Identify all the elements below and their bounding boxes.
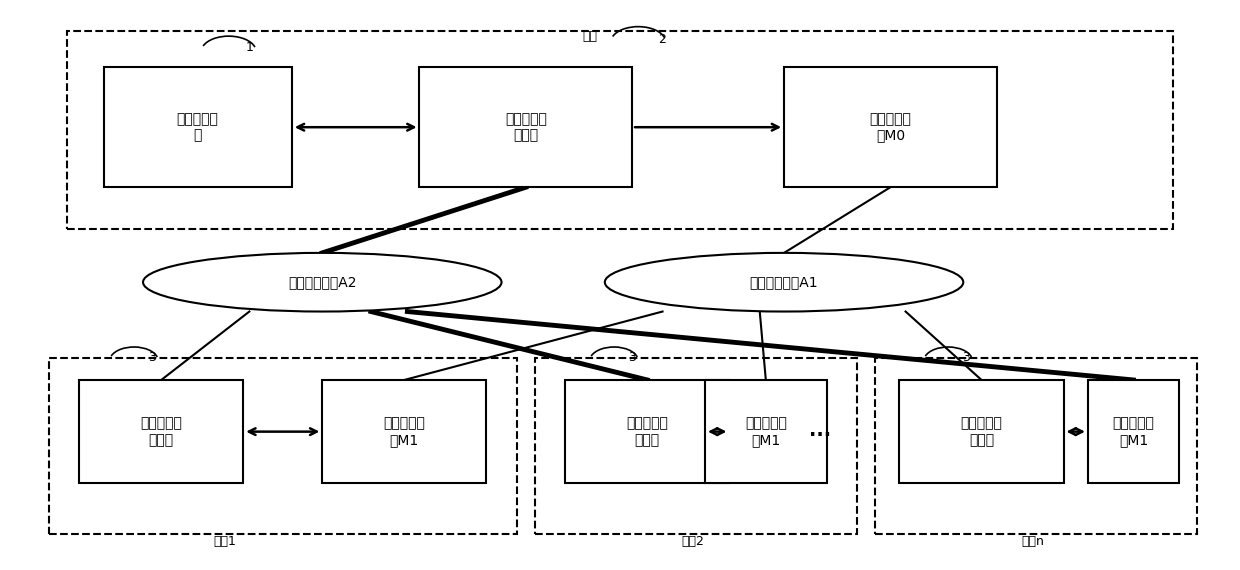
Text: 3: 3 xyxy=(149,351,156,364)
Text: 3: 3 xyxy=(962,351,970,364)
Text: 主站稳控装
置M0: 主站稳控装 置M0 xyxy=(869,112,911,142)
Text: 2: 2 xyxy=(658,32,666,46)
Bar xyxy=(784,67,997,188)
Text: 子站协议中
转装置: 子站协议中 转装置 xyxy=(626,417,668,447)
Bar xyxy=(875,357,1197,534)
Bar xyxy=(899,380,1064,483)
Text: 1: 1 xyxy=(246,41,253,54)
Bar xyxy=(565,380,729,483)
Bar xyxy=(79,380,243,483)
Text: 数据通信网络A2: 数据通信网络A2 xyxy=(288,275,357,289)
Bar xyxy=(322,380,486,483)
Bar xyxy=(103,67,291,188)
Text: 子站稳控装
置M1: 子站稳控装 置M1 xyxy=(745,417,786,447)
Text: 子站协议中
转装置: 子站协议中 转装置 xyxy=(961,417,1002,447)
Bar xyxy=(534,357,857,534)
Text: 子站稳控装
置M1: 子站稳控装 置M1 xyxy=(1112,417,1154,447)
Bar xyxy=(419,67,632,188)
Bar xyxy=(67,31,1173,229)
Text: ···: ··· xyxy=(810,426,832,445)
Text: 子站2: 子站2 xyxy=(682,535,704,548)
Text: 主站: 主站 xyxy=(582,30,598,43)
Ellipse shape xyxy=(605,253,963,312)
Text: 子站n: 子站n xyxy=(1022,535,1044,548)
Text: 3: 3 xyxy=(629,351,636,364)
Text: 主站协议中
转装置: 主站协议中 转装置 xyxy=(505,112,547,142)
Text: 子站协议中
转装置: 子站协议中 转装置 xyxy=(140,417,182,447)
Bar xyxy=(1087,380,1179,483)
Bar xyxy=(706,380,827,483)
Bar xyxy=(48,357,517,534)
Text: 测试管理主
机: 测试管理主 机 xyxy=(177,112,218,142)
Text: 子站1: 子站1 xyxy=(213,535,237,548)
Text: 子站稳控装
置M1: 子站稳控装 置M1 xyxy=(383,417,425,447)
Text: 数据通信网络A1: 数据通信网络A1 xyxy=(750,275,818,289)
Ellipse shape xyxy=(143,253,501,312)
